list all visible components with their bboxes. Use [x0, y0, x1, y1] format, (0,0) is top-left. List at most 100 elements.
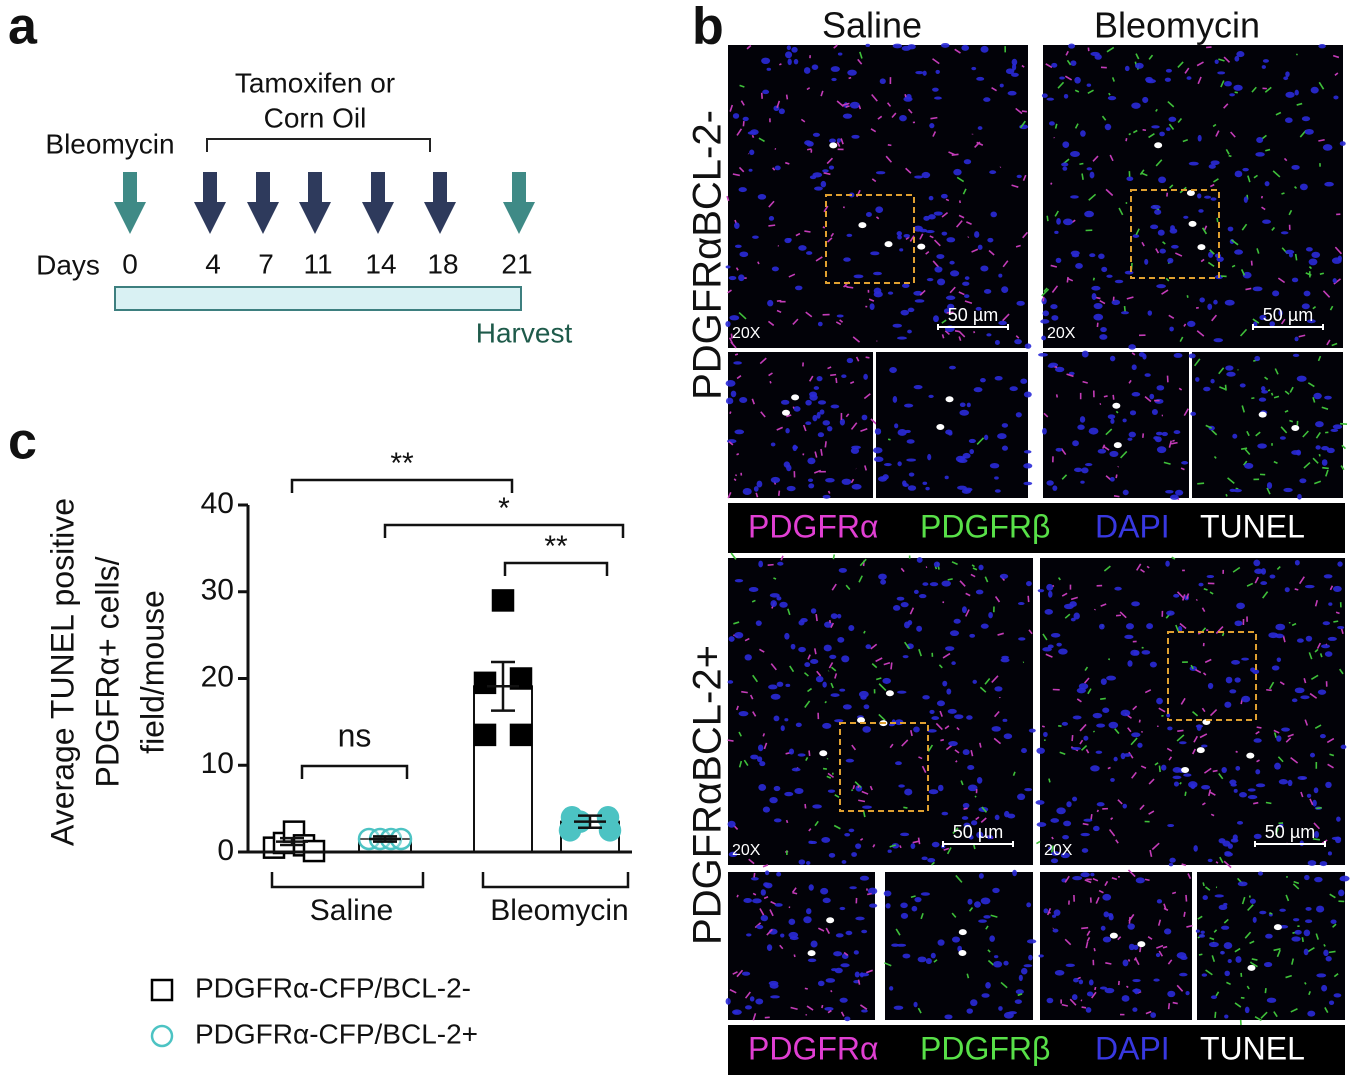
cell: [1156, 385, 1165, 391]
cell: [1035, 800, 1045, 805]
fiber: [1339, 668, 1344, 675]
fiber: [757, 261, 760, 265]
fiber: [1162, 945, 1168, 949]
cell: [1002, 718, 1008, 722]
fiber: [1139, 804, 1145, 811]
fiber: [1308, 991, 1311, 996]
tunel: [1112, 402, 1121, 409]
data-point: [491, 589, 515, 612]
fiber: [1219, 386, 1226, 391]
fiber: [1183, 323, 1187, 327]
fiber: [1118, 207, 1124, 216]
cell: [1132, 1007, 1138, 1012]
cell: [1301, 303, 1310, 310]
cell: [830, 404, 840, 409]
fiber: [726, 195, 730, 202]
fiber: [1123, 305, 1126, 313]
fiber: [863, 393, 871, 400]
data-point: [598, 819, 622, 842]
cell: [846, 233, 853, 237]
fiber: [991, 87, 997, 92]
cell: [1313, 392, 1322, 400]
cell: [1254, 355, 1261, 362]
cell: [1083, 818, 1093, 822]
fiber: [1332, 54, 1340, 59]
fiber: [804, 700, 811, 709]
cell: [1210, 995, 1217, 999]
cell: [1207, 858, 1213, 863]
cell: [851, 483, 862, 490]
cell: [1255, 769, 1261, 775]
cell: [1179, 972, 1188, 977]
fiber: [1314, 599, 1319, 607]
cell: [972, 679, 977, 684]
fiber: [1087, 688, 1092, 695]
cell: [1235, 765, 1241, 771]
cell: [980, 45, 989, 53]
cell: [1024, 343, 1032, 349]
fiber: [1028, 629, 1033, 635]
cell: [898, 784, 905, 788]
cell: [752, 235, 759, 239]
cell: [1068, 371, 1075, 376]
bleomycin-label: Bleomycin: [45, 128, 174, 159]
cell: [976, 776, 983, 784]
fiber: [1061, 1003, 1069, 1007]
cell: [811, 64, 819, 70]
cell: [734, 579, 744, 583]
fiber: [955, 760, 958, 763]
cell: [798, 245, 807, 251]
cell: [1097, 448, 1107, 454]
cell: [817, 400, 827, 405]
fiber: [1064, 875, 1070, 883]
fiber: [1246, 430, 1250, 437]
fiber: [1163, 461, 1171, 465]
cell: [1109, 450, 1119, 458]
fiber: [1105, 962, 1112, 965]
image-bg: [728, 352, 873, 498]
cell: [980, 897, 991, 905]
fiber: [843, 951, 849, 957]
cell: [1232, 433, 1238, 439]
cell: [1072, 876, 1083, 881]
cell: [894, 423, 899, 429]
cell: [922, 481, 928, 485]
fiber: [826, 757, 829, 760]
cell: [907, 307, 915, 313]
fiber: [899, 845, 902, 849]
cell: [946, 688, 952, 695]
cell: [1044, 609, 1053, 615]
fiber: [828, 619, 832, 624]
fiber: [1041, 288, 1050, 297]
cell: [791, 767, 801, 772]
fiber: [1280, 318, 1286, 325]
group-bracket: [270, 872, 425, 889]
fiber: [1022, 174, 1027, 181]
fiber: [1051, 285, 1059, 293]
legend-marker: [150, 978, 174, 1002]
cell: [773, 715, 780, 722]
cell: [804, 662, 811, 668]
fiber: [1184, 67, 1190, 74]
fiber: [1169, 184, 1174, 189]
fiber: [1021, 110, 1027, 113]
cell: [851, 134, 860, 139]
fiber: [867, 892, 872, 896]
cell: [1084, 210, 1094, 218]
cell: [1059, 76, 1065, 80]
group-bracket: [481, 872, 630, 889]
cell: [770, 600, 777, 607]
cell: [1156, 697, 1163, 705]
fiber: [1168, 440, 1173, 448]
cell: [846, 357, 854, 364]
y-tick-label: 40: [201, 487, 234, 520]
fiber: [981, 806, 988, 813]
cell: [1121, 995, 1130, 1002]
cell: [1243, 196, 1248, 203]
fiber: [1113, 494, 1120, 498]
fiber: [733, 621, 740, 625]
cell: [827, 789, 836, 793]
cell: [1303, 929, 1311, 937]
fiber: [1201, 802, 1206, 806]
fiber: [1215, 991, 1220, 997]
